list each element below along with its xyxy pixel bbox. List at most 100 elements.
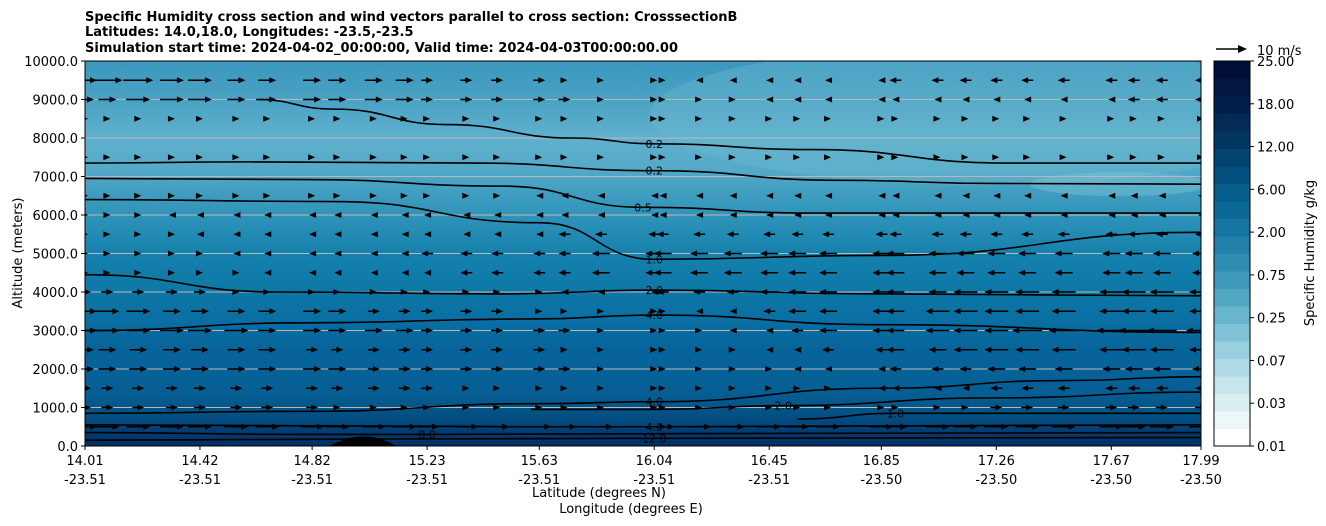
wind-vector-head [263, 154, 271, 161]
wind-vector [560, 346, 568, 353]
wind-vector-head [134, 154, 142, 161]
wind-vector [650, 115, 658, 122]
wind-vector [687, 423, 712, 430]
wind-vector [953, 327, 978, 334]
wind-vector-head [878, 77, 886, 84]
wind-vector-head [802, 423, 810, 430]
wind-vector-head [535, 154, 543, 161]
wind-vector [892, 212, 900, 218]
wind-vector-head [400, 115, 408, 122]
wind-vector [1102, 269, 1121, 276]
wind-vector [460, 77, 473, 84]
wind-vector [98, 346, 117, 353]
wind-vector [334, 231, 342, 238]
wind-vector-head [791, 327, 799, 334]
wind-vector [421, 346, 434, 353]
wind-vector [232, 269, 240, 276]
colorbar-tick-label: 2.00 [1257, 226, 1286, 241]
y-tick-label: 8000.0 [33, 132, 79, 147]
wind-vector-head [563, 327, 571, 334]
wind-vector [255, 423, 280, 430]
wind-vector [1189, 289, 1201, 295]
wind-vector [370, 231, 378, 238]
wind-vector-head [170, 289, 178, 295]
wind-vector-head [704, 423, 712, 430]
wind-vector-head [650, 77, 658, 84]
wind-vector-head [956, 269, 964, 276]
wind-vector-head [424, 269, 432, 276]
wind-vector-head [421, 250, 429, 257]
wind-vector [85, 271, 88, 275]
wind-vector-head [167, 250, 175, 257]
wind-vector-head [765, 115, 773, 122]
wind-vector [95, 327, 120, 334]
wind-vector-head [1186, 327, 1193, 334]
wind-vector-head [695, 385, 703, 392]
wind-vector [462, 154, 470, 161]
wind-vector [766, 346, 774, 353]
contour-line [530, 391, 1201, 411]
wind-vector-head [87, 96, 94, 103]
wind-vector [596, 115, 604, 122]
wind-vector [1195, 96, 1201, 103]
wind-vector [1189, 426, 1201, 428]
wind-vector [1149, 289, 1174, 295]
wind-vector-head [1054, 269, 1062, 276]
wind-vector [421, 77, 434, 84]
wind-vector [1155, 231, 1168, 238]
wind-vector-head [1099, 346, 1107, 353]
wind-vector-head [176, 96, 184, 103]
wind-vector-head [788, 269, 796, 276]
wind-vector [303, 77, 322, 84]
wind-vector [134, 154, 142, 161]
wind-vector-head [536, 192, 544, 199]
wind-vector [1146, 327, 1177, 334]
colorbar-band [1214, 166, 1250, 184]
wind-vector-head [370, 212, 378, 218]
wind-vector-head [232, 192, 240, 199]
wind-vector [934, 385, 942, 392]
wind-vector [1105, 404, 1118, 411]
wind-vector-head [558, 231, 566, 238]
wind-vector [561, 289, 569, 295]
wind-vector-head [400, 192, 408, 199]
wind-vector [129, 346, 148, 353]
wind-vector [167, 154, 175, 161]
wind-vector-head [406, 77, 414, 84]
wind-vector-head [241, 327, 249, 334]
wind-vector [1105, 231, 1118, 238]
x-tick-label-lat: 14.82 [294, 454, 331, 469]
wind-vector-head [333, 404, 341, 411]
wind-vector [560, 77, 568, 84]
wind-vector [656, 289, 669, 295]
wind-vector [822, 346, 835, 353]
wind-vector [793, 404, 801, 411]
wind-vector-head [195, 154, 203, 161]
wind-vector [891, 115, 899, 122]
wind-vector [369, 115, 377, 122]
wind-vector-head [933, 404, 941, 411]
wind-vector [695, 154, 703, 161]
wind-vector [1018, 366, 1037, 372]
wind-vector [1024, 96, 1032, 103]
wind-vector-head [264, 269, 272, 276]
wind-vector-head [369, 154, 377, 161]
wind-vector-head [878, 385, 886, 392]
wind-vector-head [432, 423, 440, 430]
wind-vector-head [103, 212, 111, 218]
wind-vector [892, 385, 900, 392]
wind-vector [535, 115, 543, 122]
wind-vector-head [1189, 346, 1196, 353]
wind-vector-head [314, 77, 322, 84]
wind-vector-head [263, 289, 271, 295]
colorbar-band [1214, 288, 1250, 307]
wind-vector-head [375, 77, 383, 84]
wind-vector [962, 96, 970, 103]
wind-vector-head [401, 269, 409, 276]
wind-vector-head [462, 289, 470, 295]
wind-vector-head [232, 269, 240, 276]
wind-vector-head [372, 308, 380, 315]
wind-vector [1127, 77, 1140, 84]
wind-vector-head [146, 77, 154, 84]
wind-vector-head [85, 271, 88, 275]
